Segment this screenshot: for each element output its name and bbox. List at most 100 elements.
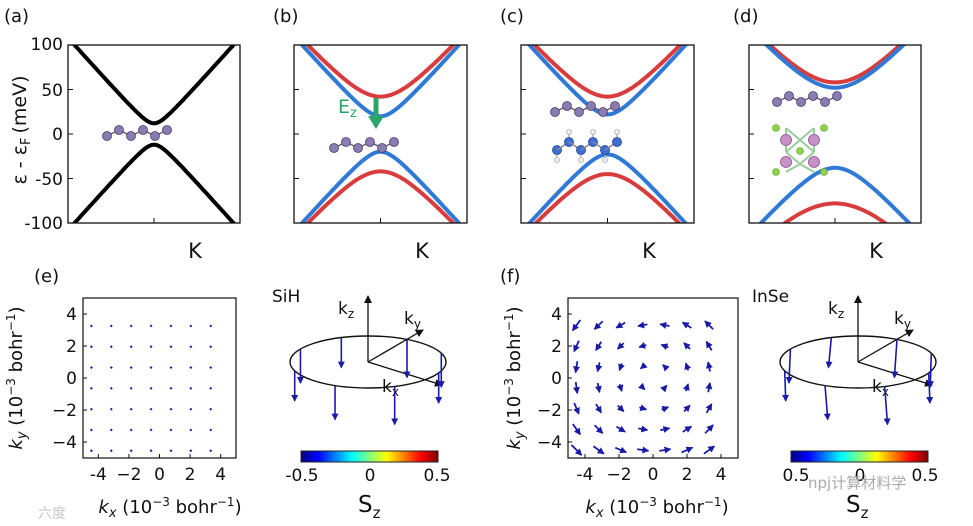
spin-vector-e — [189, 449, 193, 453]
spin-vector-e — [189, 345, 193, 349]
ylabel-unit: (meV) — [9, 76, 31, 134]
k-label-d: K — [869, 239, 884, 263]
spin-vector-f — [681, 321, 692, 329]
spin-vector-e — [209, 428, 213, 432]
spin-vector-e — [169, 366, 173, 370]
panel-label-a: (a) — [4, 6, 29, 27]
vector-panel-f: 4 2 0 −2 −4 -4 −2 0 2 4 ky (10−3 bohr−1) kx (10−3 b… — [502, 297, 739, 521]
spin-vector-e — [129, 449, 133, 453]
vec-ytick-label-f: −4 — [537, 433, 562, 453]
spin-vector-e — [89, 366, 93, 370]
spin-vector-f — [637, 321, 648, 329]
colorbar-e: -0.5 0 0.5 Sz — [285, 450, 451, 522]
band-curve-c-1 — [526, 45, 689, 117]
ytick-0: 0 — [52, 125, 63, 145]
ky-label-e: ky — [404, 309, 421, 331]
silicene-molecule-c — [550, 101, 620, 117]
spin-vector-f — [637, 382, 646, 391]
vec-ytick-label-f: 2 — [551, 337, 562, 357]
spin-vector-f — [616, 342, 625, 350]
ky-axis-f — [857, 329, 914, 363]
vec-xtick-label-e: 4 — [215, 465, 226, 485]
spin-vector-f — [639, 404, 648, 412]
spin-vector-f — [705, 403, 713, 414]
spin-vector-f — [595, 362, 603, 373]
spin-vector-e — [89, 386, 93, 390]
spin-vector-e — [189, 407, 193, 411]
spin-arrow-f — [825, 337, 833, 369]
spin-vector-e — [209, 449, 213, 453]
silicene-molecule-d — [772, 91, 842, 107]
vec-ytick-label-e: −2 — [52, 401, 77, 421]
spin-vector-f — [595, 403, 602, 414]
band-panel-a — [67, 44, 241, 224]
spin-arrow-f — [823, 385, 831, 421]
vec-xlabel-f: kx (10−3 bohr−1) — [585, 495, 728, 521]
spin-arrow-f — [782, 370, 790, 402]
watermark-left: 六度 — [38, 506, 66, 522]
spin-vector-e — [149, 449, 153, 453]
cbar-e-tick-0: -0.5 — [285, 466, 318, 486]
panel-label-e: (e) — [34, 266, 59, 287]
cbar-e-tick-2: 0.5 — [423, 466, 450, 486]
spin-vector-f — [615, 321, 626, 329]
spin-vector-e — [209, 324, 213, 328]
spin-vector-f — [638, 341, 647, 349]
spin-vector-e — [129, 345, 133, 349]
silicene-molecule-a — [102, 125, 172, 141]
vec-ylabel-e: ky (10−3 bohr−1) — [4, 306, 30, 449]
sih-layer-molecule — [552, 129, 622, 163]
svg-text:ε - εF(meV): ε - εF (meV) — [9, 76, 34, 185]
spin-vector-e — [189, 366, 193, 370]
spin-vector-f — [684, 362, 692, 371]
spin-vector-f — [704, 424, 714, 434]
ytick-100: 100 — [31, 35, 63, 55]
spin-vector-f — [705, 382, 713, 393]
spin-vector-f — [573, 340, 580, 353]
spin-vector-f — [660, 384, 668, 393]
cbar-e-tick-1: 0 — [365, 466, 376, 486]
vec-xlabel-e: kx (10−3 bohr−1) — [98, 495, 241, 521]
spin-vector-e — [129, 324, 133, 328]
spin-vector-e — [149, 407, 153, 411]
kz-label-e: kz — [338, 299, 354, 321]
kx-label-f: kx — [872, 377, 889, 399]
spin-vector-e — [209, 407, 213, 411]
vec-ytick-label-f: 0 — [551, 369, 562, 389]
band-panel-d — [748, 44, 922, 224]
spin-vector-f — [573, 402, 580, 415]
spin-vector-f — [595, 341, 603, 352]
k-label-c: K — [642, 239, 657, 263]
ky-axis-e — [367, 329, 424, 363]
vec-xtick-label-f: 4 — [716, 465, 727, 485]
band-curve-d-1 — [763, 45, 907, 90]
spin-vector-e — [209, 366, 213, 370]
spin-vector-f — [614, 446, 628, 454]
spin-vector-e — [189, 428, 193, 432]
spin-arrow-f — [891, 339, 899, 379]
spin-vector-e — [149, 366, 153, 370]
spin-vector-e — [149, 324, 153, 328]
band-panel-c — [520, 44, 695, 224]
spin-sketch-f: kz ky kx — [779, 295, 937, 426]
inse-layer-molecule — [772, 124, 828, 176]
spin-vector-f — [594, 382, 602, 394]
spin-vector-f — [661, 405, 670, 413]
spin-vector-e — [169, 428, 173, 432]
spin-vector-e — [89, 407, 93, 411]
spin-vector-e — [89, 345, 93, 349]
spin-vector-f — [639, 362, 648, 370]
spin-vector-f — [704, 320, 714, 330]
vec-xtick-label-e: −2 — [116, 465, 141, 485]
spin-vector-e — [169, 449, 173, 453]
colorbar-f: 0.5 0 0.5 Sz — [782, 450, 939, 522]
band-curve-d-2 — [781, 201, 889, 223]
spin-vector-f — [618, 363, 625, 372]
spin-arrow-f — [926, 353, 934, 389]
spin-vector-e — [89, 428, 93, 432]
sz-label-f: Sz — [846, 492, 869, 522]
spin-vector-e — [169, 386, 173, 390]
vec-xtick-label-f: −2 — [606, 465, 631, 485]
band-frame-d — [748, 44, 922, 224]
kz-label-f: kz — [828, 299, 844, 321]
